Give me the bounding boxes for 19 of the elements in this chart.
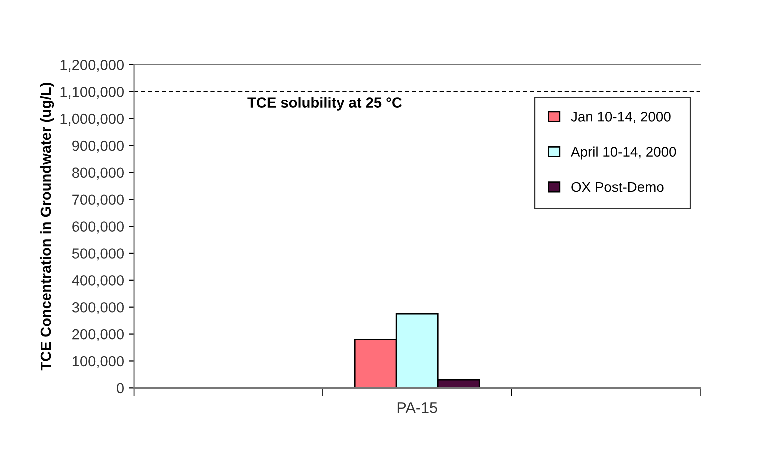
y-tick-label: 200,000 bbox=[72, 329, 124, 342]
y-tick-label: 800,000 bbox=[72, 168, 124, 180]
y-tick-label: 700,000 bbox=[72, 194, 124, 207]
y-tick-label: 1,100,000 bbox=[60, 86, 124, 100]
y-tick-label: 600,000 bbox=[72, 222, 124, 234]
y-tick-label: 1,200,000 bbox=[60, 60, 124, 72]
legend-label: OX Post-Demo bbox=[572, 182, 664, 192]
y-tick-label: 500,000 bbox=[72, 248, 124, 261]
legend-label: April 10-14, 2000 bbox=[571, 146, 676, 160]
ref-line-label: TCE solubility at 25 °C bbox=[248, 97, 402, 111]
x-tick-label: PA-15 bbox=[398, 402, 438, 414]
legend-label: Jan 10-14, 2000 bbox=[571, 112, 671, 124]
y-axis-title: TCE Concentration in Groundwater (ug/L) bbox=[40, 83, 54, 371]
y-tick-label: 400,000 bbox=[72, 276, 124, 288]
y-tick-label: 1,000,000 bbox=[60, 114, 124, 126]
y-tick-label: 300,000 bbox=[72, 302, 124, 315]
y-tick-label: 0 bbox=[117, 383, 124, 394]
y-tick-label: 100,000 bbox=[72, 356, 124, 368]
y-tick-label: 900,000 bbox=[72, 140, 124, 153]
